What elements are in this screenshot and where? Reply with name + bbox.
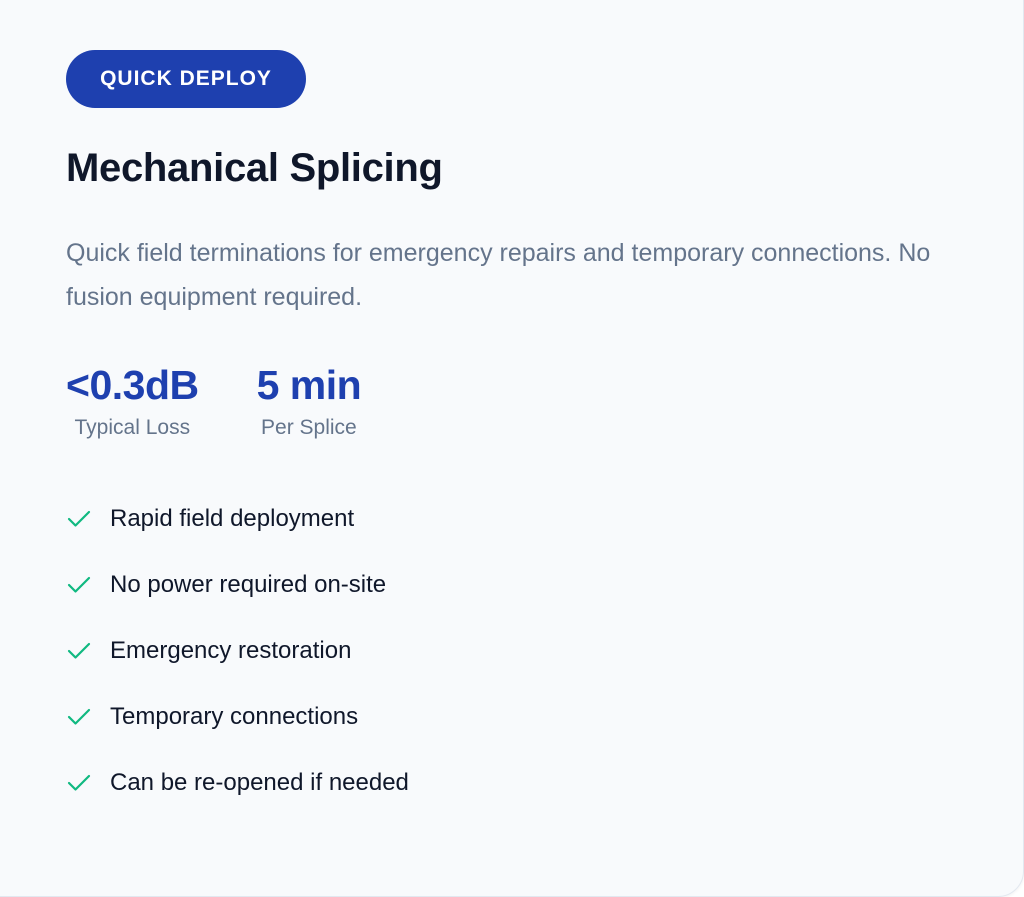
check-icon	[67, 576, 91, 593]
feature-text: No power required on-site	[110, 571, 387, 598]
check-icon	[67, 774, 91, 791]
check-icon	[67, 510, 91, 527]
list-item: Rapid field deployment	[66, 486, 409, 552]
feature-text: Emergency restoration	[110, 637, 352, 664]
check-icon	[67, 708, 91, 725]
stat-value: 5 min	[256, 362, 362, 408]
feature-text: Rapid field deployment	[110, 505, 355, 532]
feature-text: Can be re-opened if needed	[110, 769, 409, 796]
stat-label: Per Splice	[261, 416, 357, 439]
stat-value: <0.3dB	[66, 362, 199, 408]
quick-deploy-badge: QUICK DEPLOY	[66, 50, 306, 108]
list-item: Temporary connections	[66, 684, 409, 750]
list-item: Emergency restoration	[66, 618, 409, 684]
card-description: Quick field terminations for emergency r…	[66, 239, 931, 311]
feature-text: Temporary connections	[110, 703, 359, 730]
feature-list: Rapid field deployment No power required…	[66, 505, 409, 840]
stats-row: <0.3dB Typical Loss 5 min Per Splice	[66, 360, 362, 440]
check-icon	[67, 642, 91, 659]
list-item: Can be re-opened if needed	[66, 750, 409, 816]
stat-label: Typical Loss	[74, 416, 191, 439]
list-item: No power required on-site	[66, 552, 409, 618]
stat-per-splice: 5 min Per Splice	[257, 360, 362, 440]
stat-typical-loss: <0.3dB Typical Loss	[66, 360, 199, 440]
card-title: Mechanical Splicing	[66, 146, 443, 190]
